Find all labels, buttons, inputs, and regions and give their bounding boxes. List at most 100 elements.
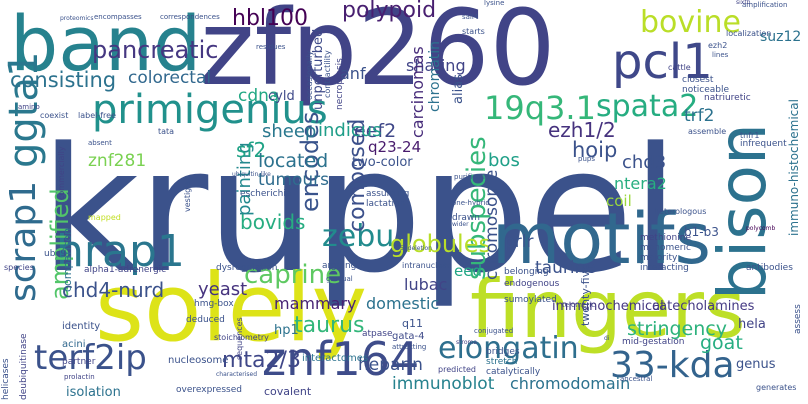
word-twenty-five: twenty-five	[579, 264, 592, 326]
word-encompasses: encompasses	[94, 13, 142, 21]
word-stoichiometry: stoichiometry	[214, 333, 269, 342]
word-arguing: arguing	[322, 261, 357, 271]
word-two-color: two-color	[352, 155, 413, 170]
word-sall4: sall4	[462, 13, 479, 21]
word-taurine: taurine	[535, 258, 596, 278]
word-genus: genus	[736, 357, 776, 372]
word-zebu: zebu	[322, 219, 395, 254]
word-q23-24: q23-24	[368, 138, 422, 156]
word-one-hybrid: sequences	[235, 317, 244, 360]
word-prlr: prlr	[504, 232, 534, 252]
word-catalytically: catalytically	[486, 367, 541, 377]
word-heparin: heparin	[358, 355, 423, 375]
word-species: species	[4, 263, 34, 272]
word-alias: alias	[451, 74, 466, 104]
word-chd3: chd3	[622, 152, 667, 173]
word-heterologous: wider	[452, 221, 469, 228]
word-spata2: spata2	[596, 89, 699, 124]
word-bovids: bovids	[240, 210, 306, 234]
word-dysregulation: dysregulation	[216, 263, 278, 273]
word-label-free: label-free	[78, 111, 117, 120]
word-motifs: motifs	[492, 198, 712, 280]
word-covalent: covalent	[264, 385, 312, 398]
word-partner: partner	[62, 357, 96, 367]
word-19q3.1: 19q3.1	[484, 89, 596, 127]
word-deduced: deduced	[186, 315, 225, 325]
word-indicus: indicus	[318, 120, 382, 141]
word-ntera2: ntera2	[614, 174, 667, 193]
word-coexist: coexist	[40, 111, 69, 120]
word-hoip: hoip	[572, 138, 618, 162]
word-starts: starts	[462, 27, 485, 36]
word-carcinomas: carcinomas	[408, 46, 427, 138]
word-consisting: consisting	[10, 68, 117, 92]
word-terf2ip: terf2ip	[34, 338, 147, 378]
word-coil: coil	[606, 192, 632, 210]
word-hela: hela	[738, 317, 766, 332]
word-colorectal: colorectal	[128, 68, 212, 88]
word-contractility: contractility	[323, 50, 332, 98]
word-tata: tata	[158, 127, 175, 136]
word-located: located	[258, 150, 329, 172]
word-globules: globules	[390, 230, 491, 258]
word-helicases: helicases	[1, 358, 11, 400]
word-polycomb: polycomb	[746, 225, 776, 232]
word-alpha1-adrenergic: alpha1-adrenergic	[84, 265, 167, 275]
word-interacting: interacting	[640, 263, 689, 273]
word-noticeable: noticeable	[682, 85, 729, 95]
word-hmg-box: hmg-box	[194, 299, 234, 309]
word-hp1: hp1	[274, 323, 299, 338]
word-stretch: stretch	[486, 357, 518, 367]
word-polypoid: polypoid	[342, 0, 437, 23]
word-lubac: lubac	[404, 275, 448, 294]
word-escherichia: escherichia	[240, 189, 292, 199]
word-chromosome: chromosome	[482, 169, 502, 280]
word-chd4-nurd: chd4-nurd	[62, 278, 165, 302]
word-nucleosome: nucleosome	[168, 355, 229, 366]
word-intranuclear: intranuclear	[402, 261, 451, 270]
word-residues: residues	[256, 43, 286, 51]
word-proteomics: proteomics	[60, 15, 94, 22]
word-33-kda: 33-kda	[610, 345, 735, 386]
word-ancestral: conjugated	[474, 327, 514, 335]
word-taurus: taurus	[294, 313, 365, 338]
word-amino: amino	[18, 103, 40, 111]
word-yeast: yeast	[198, 279, 248, 300]
word-attracting: 5'-deletion	[400, 245, 432, 252]
word-gradual: attracting	[392, 343, 427, 351]
word-elongatin: elongatin	[438, 331, 579, 366]
word-tnfr1: tnfr1	[740, 131, 760, 140]
word-bovine: bovine	[640, 5, 741, 40]
word-amplification: amplification	[742, 1, 788, 9]
word-cdna: cdna	[238, 86, 280, 106]
word-prolactin: pups	[578, 155, 595, 163]
word-immunoblot: immunoblot	[392, 374, 495, 394]
word-gata-4: gata-4	[392, 331, 425, 342]
word-fingers: fingers	[470, 263, 746, 356]
word-sheep: sheep	[262, 121, 317, 142]
word-sequences: characterised	[216, 371, 258, 378]
word-endogenous: endogenous	[504, 279, 560, 289]
word-atpase: atpase	[362, 329, 393, 339]
word-wider: one-hybrid	[452, 199, 490, 207]
word-localization: localization	[726, 29, 772, 38]
word-overexpressed: overexpressed	[176, 385, 242, 395]
word-drawn: drawn	[452, 213, 480, 223]
word-catecholamines: catecholamines	[652, 299, 755, 314]
word-correspondences: correspondences	[160, 13, 220, 21]
word-belonging: belonging	[504, 267, 549, 277]
word-sixth: sixth	[736, 0, 751, 6]
word-hrap1: hrap1	[56, 226, 185, 277]
word-anf: anf	[340, 64, 366, 83]
word-caprine: caprine	[244, 260, 342, 290]
word-monomeric: monomeric	[640, 243, 691, 253]
word-znf281: znf281	[88, 151, 147, 171]
word-mta2/3: mta2/3	[222, 348, 301, 373]
word-cattle: cattle	[668, 63, 691, 72]
word-comparison: comparison	[61, 227, 74, 292]
word-acini: acini	[62, 339, 86, 350]
word-sumoylated: sumoylated	[504, 295, 557, 305]
word-closest: closest	[682, 75, 714, 85]
word-sharing: sharing	[406, 56, 466, 75]
